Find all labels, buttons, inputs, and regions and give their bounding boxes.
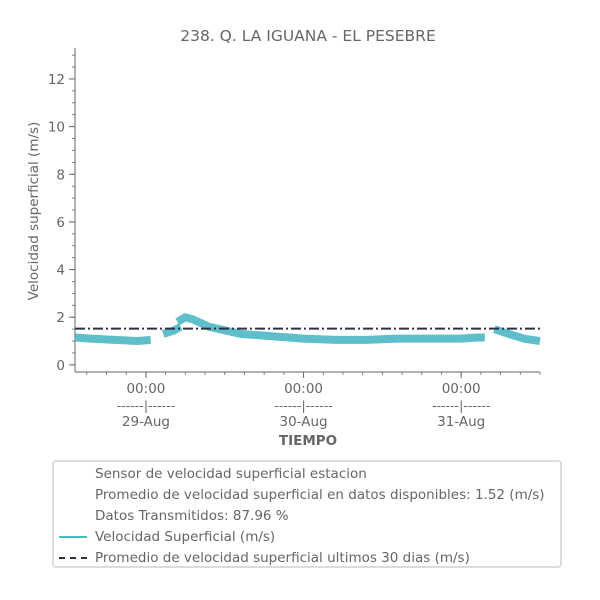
chart-title: 238. Q. LA IGUANA - EL PESEBRE <box>180 27 436 45</box>
series-velocity-segment <box>74 333 152 346</box>
x-tick-separator-label: ------|------ <box>274 398 332 413</box>
legend-row-average-30d: Promedio de velocidad superficial ultimo… <box>54 548 560 568</box>
legend-row-sensor: Sensor de velocidad superficial estacion <box>54 464 560 484</box>
x-tick-separator-label: ------|------ <box>432 398 490 413</box>
y-axis-label: Velocidad superficial (m/s) <box>26 122 42 301</box>
series-velocity-segment <box>493 325 541 345</box>
x-tick-date-label: 29-Aug <box>122 414 170 430</box>
y-tick-label: 12 <box>48 72 65 88</box>
y-tick-label: 2 <box>56 310 65 326</box>
legend-sensor-text: Sensor de velocidad superficial estacion <box>95 466 367 482</box>
x-tick-separator-label: ------|------ <box>117 398 175 413</box>
legend-average-30d-swatch <box>59 557 87 559</box>
y-tick-label: 6 <box>56 215 65 231</box>
legend-velocity-text: Velocidad Superficial (m/s) <box>95 529 276 545</box>
x-tick-date-label: 30-Aug <box>279 414 327 430</box>
y-tick-label: 0 <box>56 358 65 374</box>
legend-transmitted-text: Datos Transmitidos: 87.96 % <box>95 508 289 524</box>
x-tick-time-label: 00:00 <box>442 381 481 397</box>
y-tick-label: 10 <box>48 120 65 136</box>
legend-velocity-swatch <box>59 536 87 538</box>
x-tick-time-label: 00:00 <box>126 381 165 397</box>
axes <box>74 48 540 373</box>
legend: Sensor de velocidad superficial estacion… <box>52 460 562 568</box>
x-tick-date-label: 31-Aug <box>437 414 485 430</box>
legend-average-available-text: Promedio de velocidad superficial en dat… <box>95 487 545 503</box>
legend-average-30d-text: Promedio de velocidad superficial ultimo… <box>95 550 470 566</box>
x-axis-label: TIEMPO <box>279 433 337 449</box>
y-tick-label: 4 <box>56 263 65 279</box>
x-tick-time-label: 00:00 <box>284 381 323 397</box>
legend-row-average-available: Promedio de velocidad superficial en dat… <box>54 485 560 505</box>
legend-row-velocity-series: Velocidad Superficial (m/s) <box>54 527 560 547</box>
y-tick-label: 8 <box>56 167 65 183</box>
series-velocity-segment <box>175 313 485 344</box>
plot-area <box>74 313 541 346</box>
legend-row-transmitted: Datos Transmitidos: 87.96 % <box>54 506 560 526</box>
ticks: 02468101200:00------|------29-Aug00:00--… <box>48 54 541 430</box>
